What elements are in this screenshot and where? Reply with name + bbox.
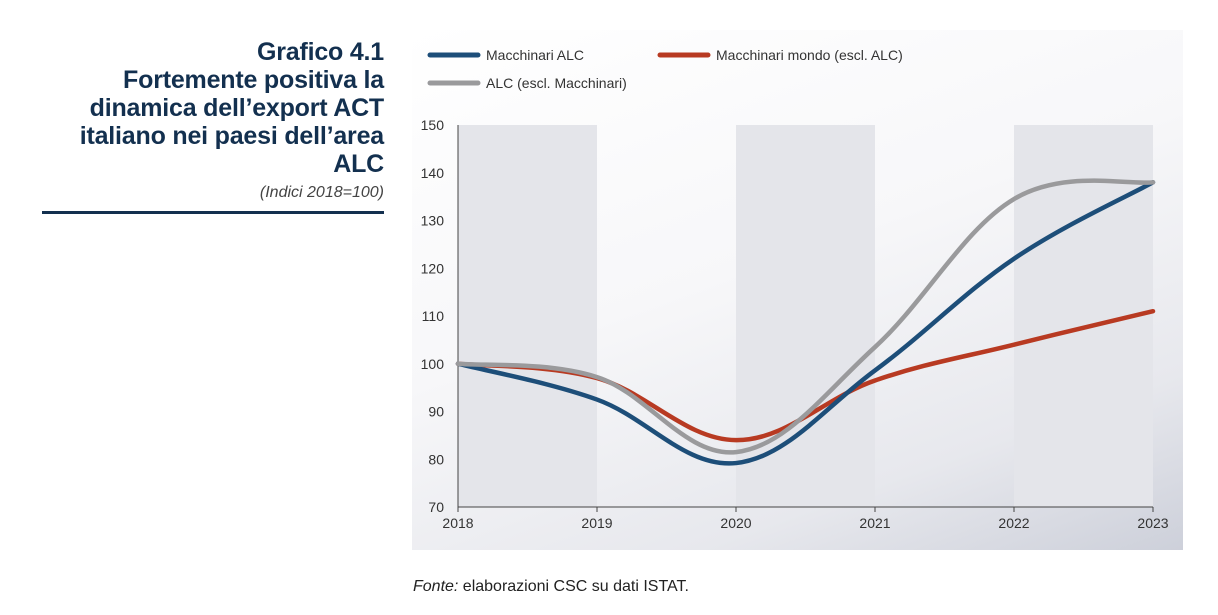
- x-tick-label: 2022: [998, 515, 1029, 531]
- legend-label: Macchinari mondo (escl. ALC): [716, 47, 903, 63]
- x-tick-label: 2020: [720, 515, 751, 531]
- title-divider: [42, 211, 384, 214]
- y-tick-label: 140: [421, 165, 445, 181]
- chart-title: Grafico 4.1 Fortemente positiva la dinam…: [30, 38, 384, 178]
- y-tick-label: 70: [428, 499, 444, 515]
- series-line: [455, 180, 1156, 466]
- x-tick-label: 2021: [859, 515, 890, 531]
- title-line: italiano nei paesi dell’area ALC: [79, 122, 384, 178]
- title-line: dinamica dell’export ACT: [89, 94, 385, 122]
- source-text: elaborazioni CSC su dati ISTAT.: [458, 578, 689, 595]
- x-tick-label: 2023: [1137, 515, 1168, 531]
- title-line: Fortemente positiva la: [123, 66, 384, 94]
- legend-label: ALC (escl. Macchinari): [486, 75, 627, 91]
- shaded-band: [736, 125, 875, 507]
- y-tick-label: 110: [422, 308, 445, 324]
- x-tick-label: 2019: [581, 515, 612, 531]
- chart-subtitle: (Indici 2018=100): [259, 184, 384, 201]
- legend-label: Macchinari ALC: [486, 47, 584, 63]
- y-tick-label: 150: [421, 117, 445, 133]
- x-tick-label: 2018: [442, 515, 473, 531]
- source-label: Fonte:: [413, 578, 459, 595]
- y-tick-label: 120: [421, 260, 445, 276]
- source-note: Fonte: elaborazioni CSC su dati ISTAT.: [413, 578, 689, 596]
- series-line: [455, 178, 1156, 455]
- title-block: Grafico 4.1 Fortemente positiva la dinam…: [30, 38, 384, 202]
- y-tick-label: 90: [428, 404, 444, 420]
- y-tick-label: 130: [421, 213, 445, 229]
- title-line: Grafico 4.1: [256, 38, 384, 66]
- shaded-band: [458, 125, 597, 507]
- y-tick-label: 80: [428, 451, 444, 467]
- y-tick-label: 100: [421, 356, 445, 372]
